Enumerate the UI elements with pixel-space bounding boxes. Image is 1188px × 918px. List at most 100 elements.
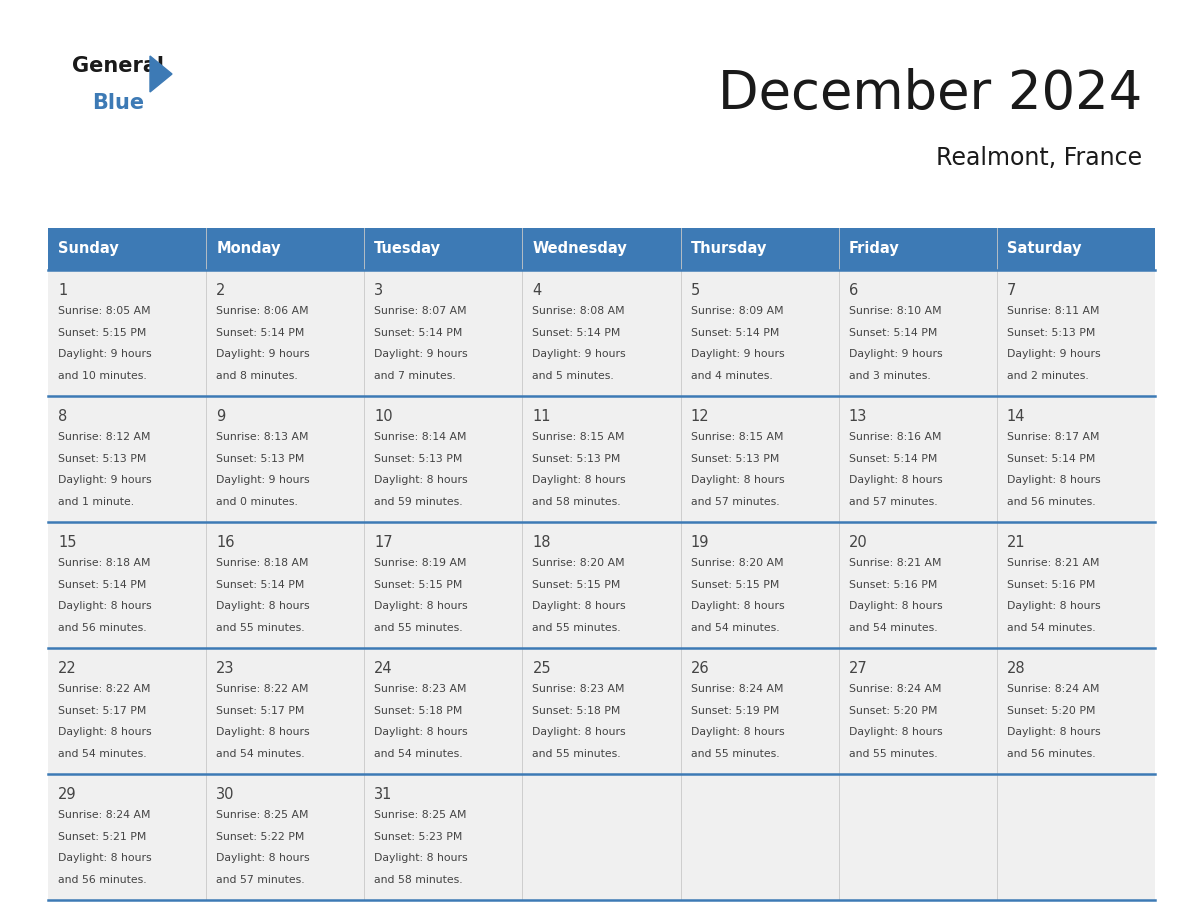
Text: Daylight: 8 hours: Daylight: 8 hours bbox=[1007, 476, 1100, 486]
Text: Sunrise: 8:10 AM: Sunrise: 8:10 AM bbox=[848, 306, 941, 316]
Text: Sunday: Sunday bbox=[58, 241, 119, 256]
Text: Daylight: 9 hours: Daylight: 9 hours bbox=[58, 350, 152, 360]
Text: Sunrise: 8:18 AM: Sunrise: 8:18 AM bbox=[216, 558, 309, 568]
Bar bbox=[365, 270, 523, 396]
Text: 21: 21 bbox=[1007, 535, 1025, 550]
Bar bbox=[839, 774, 997, 900]
Text: Wednesday: Wednesday bbox=[532, 241, 627, 256]
Text: and 54 minutes.: and 54 minutes. bbox=[848, 623, 937, 633]
Text: Sunset: 5:18 PM: Sunset: 5:18 PM bbox=[532, 706, 621, 716]
Bar bbox=[523, 774, 681, 900]
Text: and 1 minute.: and 1 minute. bbox=[58, 498, 134, 507]
Bar bbox=[839, 396, 997, 522]
Text: Daylight: 8 hours: Daylight: 8 hours bbox=[374, 854, 468, 864]
Text: 23: 23 bbox=[216, 661, 235, 676]
Text: and 55 minutes.: and 55 minutes. bbox=[848, 749, 937, 759]
Text: Sunrise: 8:07 AM: Sunrise: 8:07 AM bbox=[374, 306, 467, 316]
Text: Daylight: 8 hours: Daylight: 8 hours bbox=[532, 727, 626, 737]
Text: Sunset: 5:13 PM: Sunset: 5:13 PM bbox=[374, 453, 462, 464]
Text: Sunset: 5:19 PM: Sunset: 5:19 PM bbox=[690, 706, 779, 716]
Text: and 57 minutes.: and 57 minutes. bbox=[216, 875, 305, 885]
Text: Sunset: 5:14 PM: Sunset: 5:14 PM bbox=[848, 328, 937, 338]
Text: Sunset: 5:13 PM: Sunset: 5:13 PM bbox=[690, 453, 779, 464]
Bar bbox=[48, 648, 207, 774]
Text: Sunrise: 8:20 AM: Sunrise: 8:20 AM bbox=[690, 558, 783, 568]
Text: Daylight: 8 hours: Daylight: 8 hours bbox=[1007, 601, 1100, 611]
Text: and 59 minutes.: and 59 minutes. bbox=[374, 498, 463, 507]
Text: Daylight: 8 hours: Daylight: 8 hours bbox=[532, 476, 626, 486]
Text: Daylight: 8 hours: Daylight: 8 hours bbox=[216, 601, 310, 611]
Text: 7: 7 bbox=[1007, 283, 1016, 298]
Text: Sunset: 5:13 PM: Sunset: 5:13 PM bbox=[58, 453, 146, 464]
Text: Sunrise: 8:22 AM: Sunrise: 8:22 AM bbox=[58, 684, 151, 694]
Text: 11: 11 bbox=[532, 409, 551, 424]
Text: Daylight: 9 hours: Daylight: 9 hours bbox=[532, 350, 626, 360]
Bar bbox=[48, 396, 207, 522]
Bar bbox=[365, 396, 523, 522]
Text: Sunrise: 8:09 AM: Sunrise: 8:09 AM bbox=[690, 306, 783, 316]
Text: Sunset: 5:13 PM: Sunset: 5:13 PM bbox=[216, 453, 304, 464]
Text: 2: 2 bbox=[216, 283, 226, 298]
Text: Daylight: 8 hours: Daylight: 8 hours bbox=[848, 476, 942, 486]
Text: Realmont, France: Realmont, France bbox=[936, 146, 1142, 170]
Text: and 0 minutes.: and 0 minutes. bbox=[216, 498, 298, 507]
Text: 5: 5 bbox=[690, 283, 700, 298]
Text: Daylight: 8 hours: Daylight: 8 hours bbox=[1007, 727, 1100, 737]
Text: and 56 minutes.: and 56 minutes. bbox=[58, 875, 146, 885]
Text: 6: 6 bbox=[848, 283, 858, 298]
Text: Blue: Blue bbox=[91, 93, 144, 113]
Text: Sunset: 5:14 PM: Sunset: 5:14 PM bbox=[848, 453, 937, 464]
Text: 17: 17 bbox=[374, 535, 393, 550]
Bar bbox=[997, 522, 1155, 648]
Text: Daylight: 8 hours: Daylight: 8 hours bbox=[848, 601, 942, 611]
Text: 25: 25 bbox=[532, 661, 551, 676]
Text: Sunset: 5:15 PM: Sunset: 5:15 PM bbox=[690, 580, 779, 589]
Text: 31: 31 bbox=[374, 787, 393, 802]
Text: and 55 minutes.: and 55 minutes. bbox=[216, 623, 305, 633]
Text: and 54 minutes.: and 54 minutes. bbox=[374, 749, 463, 759]
Text: Daylight: 9 hours: Daylight: 9 hours bbox=[58, 476, 152, 486]
Text: Daylight: 9 hours: Daylight: 9 hours bbox=[216, 350, 310, 360]
Text: Sunset: 5:20 PM: Sunset: 5:20 PM bbox=[848, 706, 937, 716]
Text: Sunrise: 8:13 AM: Sunrise: 8:13 AM bbox=[216, 432, 309, 442]
Text: Monday: Monday bbox=[216, 241, 280, 256]
Text: Sunset: 5:15 PM: Sunset: 5:15 PM bbox=[58, 328, 146, 338]
Text: and 7 minutes.: and 7 minutes. bbox=[374, 371, 456, 381]
Text: Sunrise: 8:25 AM: Sunrise: 8:25 AM bbox=[216, 810, 309, 820]
Bar bbox=[48, 774, 207, 900]
Bar bbox=[997, 648, 1155, 774]
Text: and 3 minutes.: and 3 minutes. bbox=[848, 371, 930, 381]
Text: and 5 minutes.: and 5 minutes. bbox=[532, 371, 614, 381]
Text: Daylight: 9 hours: Daylight: 9 hours bbox=[1007, 350, 1100, 360]
Text: and 55 minutes.: and 55 minutes. bbox=[690, 749, 779, 759]
Text: and 58 minutes.: and 58 minutes. bbox=[532, 498, 621, 507]
Text: Sunrise: 8:15 AM: Sunrise: 8:15 AM bbox=[690, 432, 783, 442]
Text: Sunset: 5:14 PM: Sunset: 5:14 PM bbox=[532, 328, 621, 338]
Bar bbox=[997, 774, 1155, 900]
Text: Daylight: 9 hours: Daylight: 9 hours bbox=[216, 476, 310, 486]
Text: Sunrise: 8:12 AM: Sunrise: 8:12 AM bbox=[58, 432, 151, 442]
Text: Friday: Friday bbox=[848, 241, 899, 256]
Text: Sunrise: 8:18 AM: Sunrise: 8:18 AM bbox=[58, 558, 151, 568]
Bar bbox=[48, 270, 207, 396]
Text: Daylight: 8 hours: Daylight: 8 hours bbox=[374, 601, 468, 611]
Text: Sunset: 5:17 PM: Sunset: 5:17 PM bbox=[216, 706, 304, 716]
Text: Sunrise: 8:15 AM: Sunrise: 8:15 AM bbox=[532, 432, 625, 442]
Bar bbox=[523, 270, 681, 396]
Text: Sunset: 5:14 PM: Sunset: 5:14 PM bbox=[374, 328, 462, 338]
Text: and 54 minutes.: and 54 minutes. bbox=[1007, 623, 1095, 633]
Text: Sunset: 5:14 PM: Sunset: 5:14 PM bbox=[216, 328, 304, 338]
Text: and 54 minutes.: and 54 minutes. bbox=[690, 623, 779, 633]
Text: and 58 minutes.: and 58 minutes. bbox=[374, 875, 463, 885]
Text: December 2024: December 2024 bbox=[718, 68, 1142, 120]
Bar bbox=[207, 522, 365, 648]
Text: Sunset: 5:13 PM: Sunset: 5:13 PM bbox=[532, 453, 621, 464]
Text: and 2 minutes.: and 2 minutes. bbox=[1007, 371, 1088, 381]
Text: Sunset: 5:15 PM: Sunset: 5:15 PM bbox=[532, 580, 621, 589]
Text: Sunset: 5:22 PM: Sunset: 5:22 PM bbox=[216, 832, 304, 842]
Text: Sunset: 5:15 PM: Sunset: 5:15 PM bbox=[374, 580, 462, 589]
Text: and 56 minutes.: and 56 minutes. bbox=[1007, 498, 1095, 507]
Text: 9: 9 bbox=[216, 409, 226, 424]
Bar bbox=[48, 522, 207, 648]
Text: and 57 minutes.: and 57 minutes. bbox=[848, 498, 937, 507]
